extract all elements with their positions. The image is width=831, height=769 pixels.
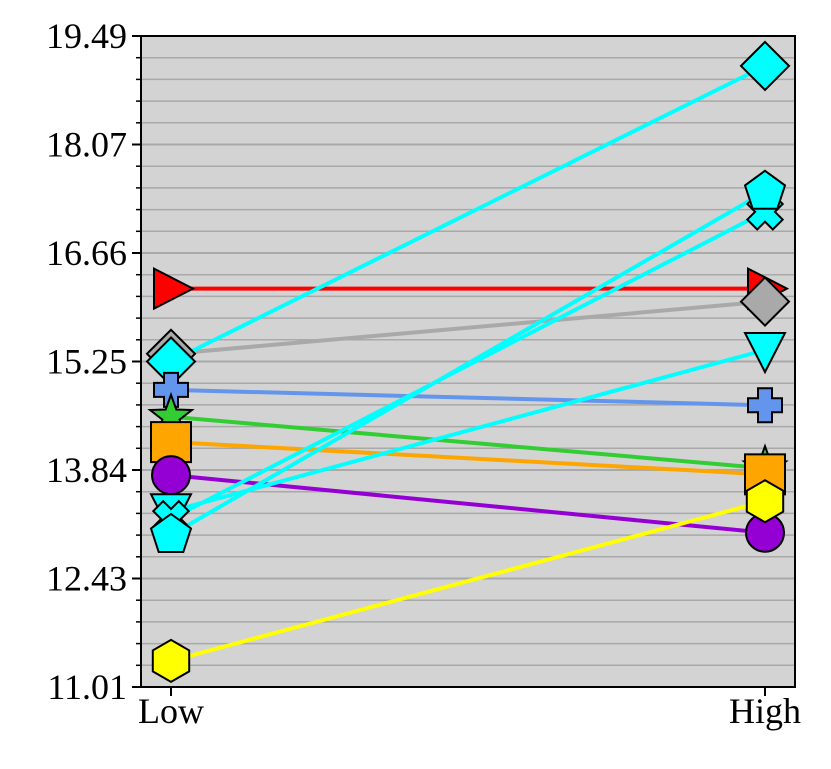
series-line-2 bbox=[170, 299, 766, 356]
series-line-5 bbox=[170, 414, 766, 471]
y-tick-label: 15.25 bbox=[46, 342, 127, 382]
series-line-4 bbox=[170, 387, 766, 408]
series-line-8 bbox=[170, 348, 766, 514]
marker-hexagon bbox=[745, 479, 785, 524]
marker-triangle-down bbox=[743, 332, 787, 375]
series-group bbox=[145, 40, 791, 684]
y-tick-label: 19.49 bbox=[46, 16, 127, 56]
marker-plus bbox=[747, 387, 783, 424]
y-tick-label: 13.84 bbox=[46, 450, 127, 490]
x-tick-label: High bbox=[729, 691, 801, 731]
marker-circle bbox=[151, 455, 191, 496]
axes: 11.01 12.43 13.84 15.25 16.66 18.07 19.49 Low Hi… bbox=[46, 16, 801, 731]
marker-diamond bbox=[739, 276, 791, 328]
y-tick-label: 18.07 bbox=[46, 125, 127, 165]
y-tick-label: 12.43 bbox=[46, 559, 127, 599]
x-tick-label: Low bbox=[138, 691, 204, 731]
y-tick-label: 11.01 bbox=[47, 667, 127, 707]
series-line-11 bbox=[170, 499, 766, 663]
marker-pentagon bbox=[743, 169, 787, 210]
y-tick-label: 16.66 bbox=[46, 233, 127, 273]
marker-plus bbox=[153, 371, 189, 408]
series-line-6 bbox=[170, 440, 766, 477]
series-line-10 bbox=[169, 190, 767, 537]
marker-pentagon bbox=[149, 512, 193, 553]
marker-diamond bbox=[739, 40, 791, 92]
series-line-3 bbox=[170, 64, 766, 364]
marker-hexagon bbox=[151, 638, 191, 684]
marker-triangle-right bbox=[153, 266, 196, 311]
